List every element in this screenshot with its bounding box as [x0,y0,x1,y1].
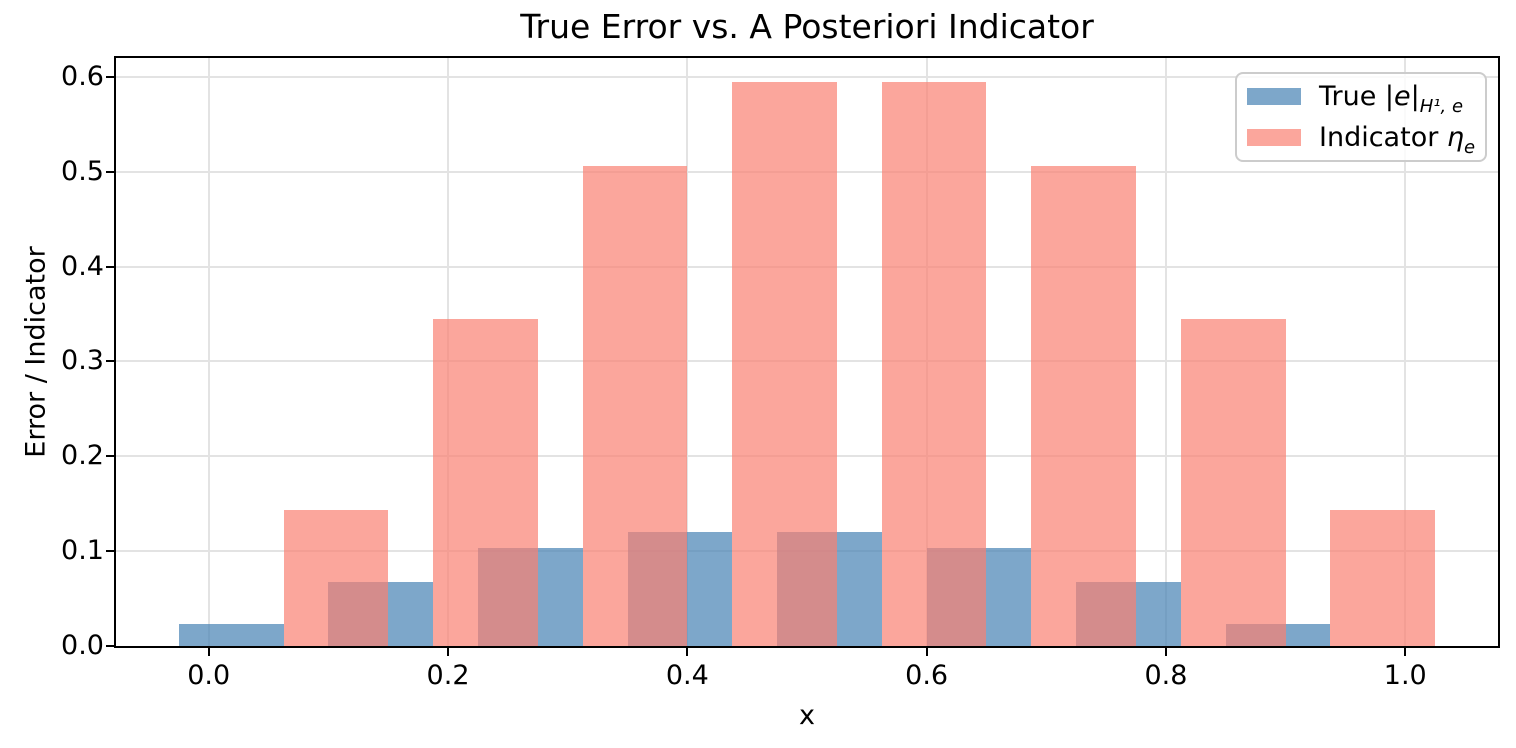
x-gridline [1404,58,1407,646]
indicator-bar [732,81,837,646]
x-tick-mark [447,646,450,656]
chart-title: True Error vs. A Posteriori Indicator [520,7,1094,46]
x-tick-label: 0.0 [187,660,231,691]
x-tick-label: 0.8 [1144,660,1188,691]
y-tick-mark [106,170,116,173]
legend-swatch-indicator [1247,128,1301,146]
x-axis-label: x [799,700,815,731]
x-gridline [1164,58,1167,646]
y-tick-label: 0.3 [61,345,104,377]
y-tick-mark [106,360,116,363]
legend-item-indicator: Indicator ηe [1247,119,1476,158]
x-tick-mark [1164,646,1167,656]
indicator-bar [1330,510,1436,646]
y-tick-label: 0.4 [61,250,104,282]
x-gridline [686,58,689,646]
indicator-bar [1180,318,1286,646]
legend-label-indicator: Indicator ηe [1319,121,1476,158]
y-gridline [116,75,1498,78]
legend-label-true-error: True |e|H¹, e [1319,81,1464,118]
indicator-bar [881,81,987,646]
x-tick-mark [925,646,928,656]
x-tick-label: 1.0 [1383,660,1427,691]
y-tick-label: 0.1 [61,535,104,567]
y-tick-mark [106,265,116,268]
x-tick-mark [207,646,210,656]
y-tick-mark [106,550,116,553]
x-tick-label: 0.2 [426,660,470,691]
x-gridline [207,58,210,646]
indicator-bar [1031,166,1137,646]
y-tick-mark [106,455,116,458]
y-tick-mark [106,75,116,78]
x-tick-mark [686,646,689,656]
y-tick-mark [106,645,116,647]
indicator-bar [582,166,688,646]
legend-item-true-error: True |e|H¹, e [1247,79,1475,118]
indicator-bar [283,510,389,646]
y-tick-label: 0.0 [61,630,104,661]
x-tick-label: 0.4 [665,660,709,691]
legend: True |e|H¹, e Indicator ηe [1235,72,1487,162]
y-tick-label: 0.5 [61,155,104,187]
true-error-bar [178,624,284,646]
y-tick-label: 0.2 [61,440,104,472]
indicator-bar [433,318,538,646]
legend-swatch-true-error [1247,88,1301,106]
y-tick-label: 0.6 [61,60,104,92]
x-tick-mark [1404,646,1407,656]
x-tick-label: 0.6 [905,660,949,691]
